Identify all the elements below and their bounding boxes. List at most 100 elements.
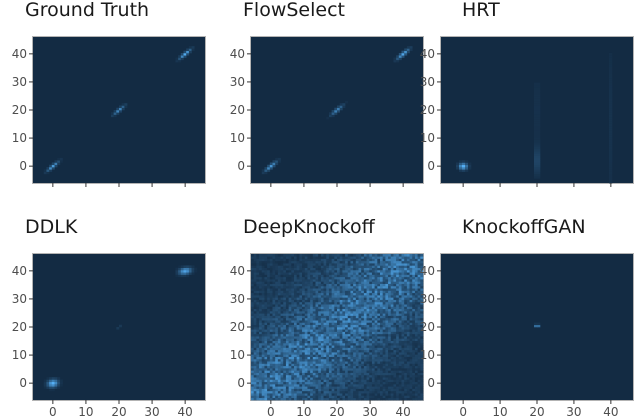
heatmap-cell	[256, 347, 260, 351]
heatmap-cell	[337, 297, 340, 300]
heatmap-cell	[358, 254, 362, 257]
heatmap-cell	[261, 313, 265, 316]
heatmap-cell	[318, 365, 322, 369]
heatmap-cell	[377, 301, 381, 305]
heatmap-cell	[342, 374, 346, 378]
heatmap-cell	[412, 317, 416, 321]
heatmap-cell	[412, 327, 416, 330]
heatmap-cell	[339, 358, 343, 362]
heatmap-cell	[288, 345, 292, 348]
heatmap-cell	[267, 352, 271, 355]
heatmap-cell	[366, 269, 370, 273]
heatmap-cell	[269, 370, 273, 373]
heatmap-cell	[261, 324, 265, 328]
heatmap-cell	[251, 285, 254, 289]
heatmap-cell	[277, 393, 281, 396]
heatmap-cell	[264, 297, 268, 300]
heatmap-cell	[299, 329, 303, 332]
heatmap-cell	[385, 384, 389, 387]
heatmap-cell	[323, 260, 327, 264]
heatmap-cell	[342, 292, 346, 296]
heatmap-cell	[374, 397, 378, 401]
heatmap-cell	[409, 374, 413, 378]
heatmap-cell	[361, 263, 365, 266]
heatmap-cell	[320, 361, 324, 364]
heatmap-cell	[406, 290, 410, 294]
heatmap-cell	[326, 345, 330, 348]
y-tick-label: 30	[230, 292, 245, 306]
heatmap-cell	[277, 311, 281, 314]
heatmap-cell	[285, 384, 289, 387]
heatmap-cell	[261, 295, 265, 298]
heatmap-cell	[304, 265, 308, 268]
heatmap-cell	[417, 263, 421, 266]
heatmap-cell	[331, 397, 335, 401]
heatmap-cell	[366, 256, 370, 259]
heatmap-cell	[299, 317, 303, 321]
heatmap-cell	[382, 292, 386, 296]
heatmap-cell	[345, 331, 349, 335]
heatmap-cell	[345, 354, 349, 357]
heatmap-cell	[178, 59, 182, 63]
heatmap-cell	[609, 71, 613, 74]
heatmap-cell	[363, 393, 367, 396]
heatmap-cell	[277, 295, 281, 298]
heatmap-cell	[294, 338, 297, 341]
heatmap-cell	[404, 301, 408, 305]
heatmap-cell	[261, 388, 265, 392]
heatmap-cell	[304, 340, 308, 344]
heatmap-cell	[267, 301, 271, 305]
heatmap-cell	[272, 304, 276, 307]
heatmap-cell	[272, 356, 276, 360]
heatmap-cell	[363, 304, 367, 307]
heatmap-cell	[382, 283, 386, 287]
heatmap-cell	[183, 55, 187, 58]
y-tick-label: 40	[420, 47, 435, 61]
heatmap-cell	[253, 393, 257, 396]
heatmap-cell	[380, 365, 383, 369]
heatmap-cell	[388, 331, 392, 335]
heatmap-cell	[267, 281, 271, 284]
heatmap-cell	[537, 141, 541, 145]
heatmap-cell	[261, 386, 265, 389]
heatmap-cell	[412, 352, 416, 355]
heatmap-cell	[294, 331, 297, 335]
heatmap-cell	[361, 254, 365, 257]
heatmap-cell	[417, 354, 421, 357]
heatmap-cell	[261, 299, 265, 303]
heatmap-cell	[285, 358, 289, 362]
heatmap-cell	[385, 356, 389, 360]
heatmap-cell	[291, 333, 295, 337]
heatmap-cell	[285, 347, 289, 351]
heatmap-cell	[377, 299, 381, 303]
heatmap-cell	[264, 379, 268, 383]
heatmap-cell	[310, 352, 314, 355]
heatmap-cell	[361, 311, 365, 314]
heatmap-cell	[363, 356, 367, 360]
heatmap-cell	[296, 256, 300, 259]
heatmap-cell	[609, 155, 613, 159]
heatmap-cell	[465, 162, 469, 166]
heatmap-cell	[412, 395, 416, 399]
heatmap-cell	[358, 393, 362, 396]
heatmap-cell	[390, 322, 394, 326]
heatmap-cell	[331, 274, 335, 278]
heatmap-cell	[382, 329, 386, 332]
heatmap-cell	[417, 397, 421, 401]
heatmap-cell	[363, 260, 367, 264]
heatmap-cell	[310, 327, 314, 330]
heatmap-cell	[345, 295, 349, 298]
heatmap-cell	[253, 311, 257, 314]
heatmap-cell	[417, 299, 421, 303]
heatmap-cell	[280, 322, 284, 326]
heatmap-cell	[374, 349, 378, 353]
heatmap-cell	[261, 368, 265, 371]
heatmap-cell	[285, 274, 289, 278]
heatmap-cell	[609, 84, 613, 88]
heatmap-cell	[398, 345, 402, 348]
heatmap-cell	[326, 263, 330, 266]
heatmap-cell	[251, 308, 254, 312]
heatmap-cell	[414, 363, 418, 367]
heatmap-cell	[331, 345, 335, 348]
heatmap-cell	[401, 370, 405, 373]
